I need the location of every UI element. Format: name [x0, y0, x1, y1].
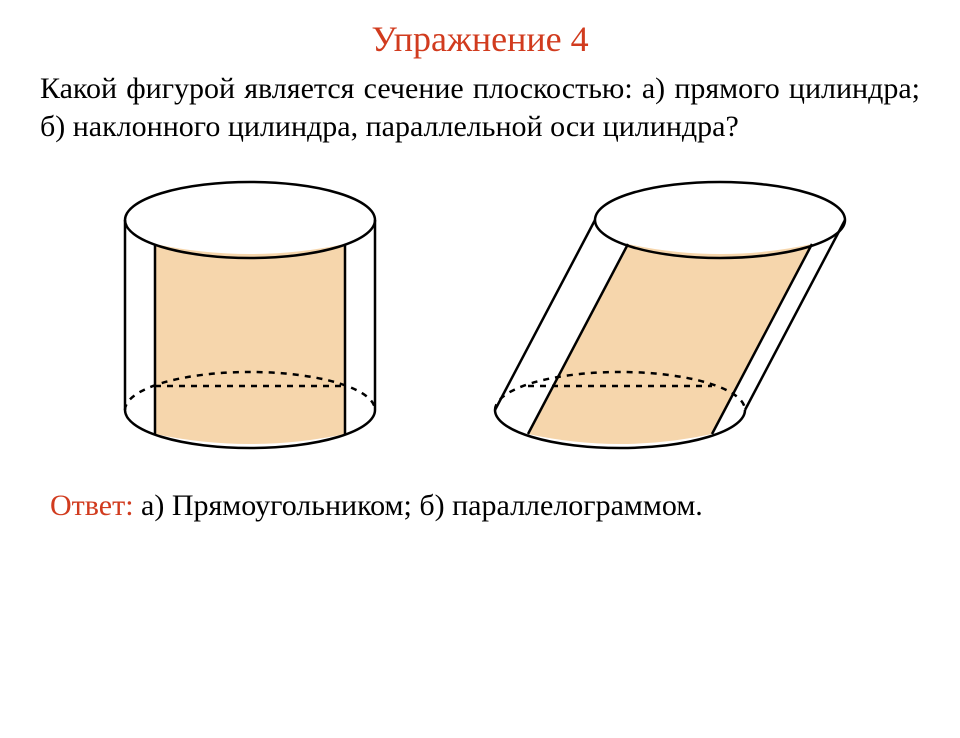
oblique-cylinder-figure [470, 165, 870, 465]
answer-part-a: а) Прямоугольником; [141, 489, 412, 522]
answer-label: Ответ: [50, 489, 134, 522]
right-cylinder-svg [90, 165, 410, 465]
answer-part-b: б) параллелограммом. [419, 489, 702, 522]
figures-row [0, 165, 960, 465]
answer-line: Ответ: а) Прямоугольником; б) параллелог… [50, 489, 920, 523]
right-cylinder-figure [90, 165, 410, 465]
question-text: Какой фигурой является сечение плоскость… [40, 70, 920, 145]
page-title: Упражнение 4 [0, 18, 960, 60]
oblique-cylinder-svg [470, 165, 870, 465]
